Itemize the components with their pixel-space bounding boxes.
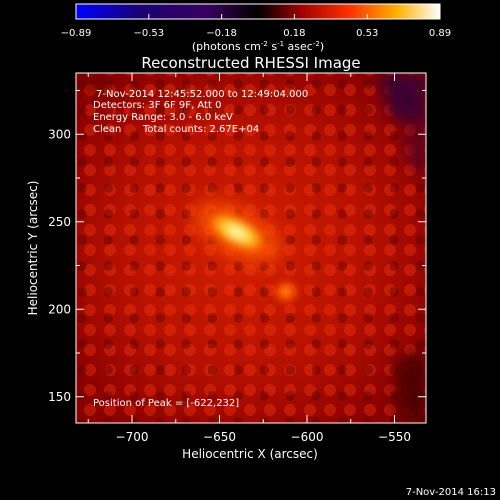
colorbar-tick-label: −0.89 [61,28,92,39]
x-axis-label: Heliocentric X (arcsec) [182,447,318,461]
colorbar-ticks [75,14,441,19]
chart-title: Reconstructed RHESSI Image [141,54,360,72]
colorbar-units: (photons cm-2 s-1 asec-2) [192,40,324,53]
x-tick-label: −700 [116,430,149,444]
colorbar-tick-label: 0.18 [283,28,305,39]
colorbar-tick-label: 0.53 [356,28,378,39]
annotation-peak-position: Position of Peak = [-622,232] [93,398,239,409]
y-tick-label: 150 [48,390,71,404]
x-tick-label: −650 [203,430,236,444]
footer-timestamp: 7-Nov-2014 16:13 [406,487,496,498]
colorbar-tick-label: −0.53 [133,28,164,39]
secondary-source [272,279,300,304]
annotation-time-range: 7-Nov-2014 12:45:52.000 to 12:49:04.000 [96,89,308,100]
axis-ticks [76,73,426,423]
source-layer [193,201,300,304]
colorbar-tick-label: 0.89 [429,28,451,39]
annotation-energy: Energy Range: 3.0 - 6.0 keV [93,112,233,123]
colorbar-tick-label: −0.18 [206,28,237,39]
y-axis-label: Heliocentric Y (arcsec) [26,181,40,316]
primary-source [204,210,270,255]
axis-tick-labels: −700 −650 −600 −550 150 200 250 300 [48,127,411,444]
colorbar-tick-labels: −0.89 −0.53 −0.18 0.18 0.53 0.89 [61,28,451,39]
y-tick-label: 250 [48,215,71,229]
colorbar [75,3,441,20]
annotation-counts: Total counts: 2.67E+04 [142,124,259,135]
y-tick-label: 300 [48,127,71,141]
y-tick-label: 200 [48,302,71,316]
x-tick-label: −550 [378,430,411,444]
plot-frame [75,72,427,424]
annotation-detectors: Detectors: 3F 6F 9F, Att 0 [93,100,221,111]
annotation-method: Clean [93,124,121,135]
x-tick-label: −600 [291,430,324,444]
heatmap-image [76,73,426,423]
